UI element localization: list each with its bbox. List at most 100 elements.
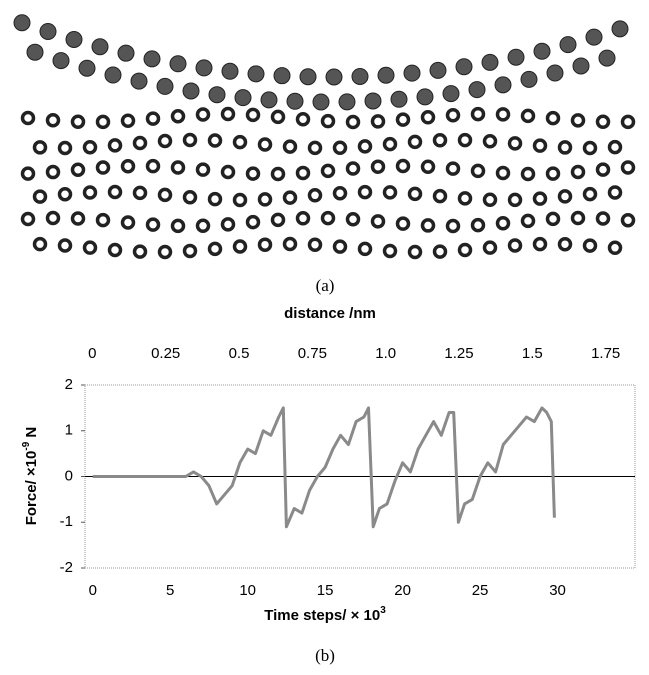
- atom-open: [107, 184, 123, 200]
- atom-open: [32, 236, 48, 252]
- atom-open: [482, 133, 498, 149]
- atom-open: [445, 218, 461, 234]
- atom-open: [157, 244, 173, 260]
- atom-filled: [390, 90, 408, 108]
- y-tick-label: 0: [65, 467, 73, 484]
- atom-open: [620, 213, 636, 228]
- atom-filled: [104, 66, 122, 84]
- atom-open: [495, 165, 511, 181]
- atom-open: [407, 186, 423, 202]
- atom-open: [207, 133, 223, 148]
- atom-open: [357, 184, 373, 200]
- atom-open: [382, 136, 398, 152]
- atom-open: [82, 185, 98, 200]
- atom-filled: [247, 65, 265, 83]
- atom-open: [257, 237, 273, 252]
- atom-open: [120, 113, 136, 128]
- atom-filled: [208, 86, 226, 104]
- atom-filled: [221, 62, 239, 80]
- atom-open: [32, 140, 48, 155]
- atom-open: [282, 236, 298, 252]
- atom-open: [420, 110, 436, 125]
- atom-open: [370, 214, 386, 229]
- atom-filled: [234, 89, 252, 107]
- atom-filled: [442, 85, 460, 103]
- atom-open: [245, 107, 261, 123]
- atom-filled: [13, 14, 31, 32]
- atom-open: [307, 237, 323, 252]
- atom-open: [320, 113, 336, 129]
- atom-open: [395, 112, 411, 127]
- atom-open: [557, 236, 573, 252]
- atom-open: [320, 210, 336, 226]
- atom-open: [545, 110, 561, 126]
- atom-filled: [611, 20, 629, 38]
- atom-open: [220, 164, 236, 180]
- atom-open: [207, 191, 223, 207]
- atom-filled: [572, 57, 590, 75]
- atom-open: [407, 244, 423, 260]
- atom-filled: [429, 61, 447, 79]
- atom-open: [20, 110, 36, 126]
- x-tick-label: 25: [472, 582, 489, 599]
- atom-open: [345, 161, 361, 176]
- atom-open: [170, 108, 186, 124]
- atom-open: [470, 217, 486, 233]
- atom-open: [332, 185, 348, 201]
- atom-diagram: [13, 14, 636, 260]
- atom-open: [457, 132, 473, 148]
- atom-open: [470, 106, 486, 122]
- atom-filled: [377, 66, 395, 84]
- atom-filled: [533, 42, 551, 60]
- atom-open: [607, 139, 623, 155]
- atom-filled: [468, 81, 486, 99]
- atom-open: [582, 238, 598, 253]
- atom-open: [520, 108, 536, 124]
- atom-open: [432, 244, 448, 259]
- atom-open: [132, 185, 148, 201]
- atom-filled: [494, 76, 512, 94]
- atom-open: [370, 159, 386, 174]
- x-tick-label: 15: [317, 582, 334, 599]
- atom-open: [582, 186, 598, 202]
- atom-filled: [273, 67, 291, 85]
- atom-open: [620, 114, 636, 130]
- atom-open: [557, 189, 573, 204]
- atom-open: [20, 211, 36, 227]
- atom-filled: [78, 59, 96, 77]
- atom-open: [595, 114, 611, 130]
- atom-filled: [169, 55, 187, 73]
- atom-open: [145, 217, 161, 232]
- x-axis-title-main: Time steps/ × 10: [264, 607, 380, 624]
- atom-open: [470, 163, 486, 179]
- x2-tick-label: 0.25: [151, 345, 180, 362]
- atom-open: [45, 210, 61, 226]
- atom-open: [582, 140, 598, 156]
- y-axis-title-sup: -9: [21, 441, 32, 450]
- x-tick-label: 20: [394, 582, 411, 599]
- atom-open: [507, 192, 523, 208]
- atom-filled: [65, 30, 83, 48]
- atom-open: [82, 240, 98, 255]
- atom-filled: [286, 92, 304, 110]
- atom-open: [57, 186, 73, 202]
- x2-tick-label: 1.25: [444, 345, 473, 362]
- x2-tick-label: 0: [88, 345, 96, 362]
- atom-open: [220, 217, 236, 232]
- atom-open: [157, 133, 173, 149]
- x2-tick-label: 1.5: [522, 345, 543, 362]
- atom-open: [445, 161, 461, 176]
- atom-filled: [130, 72, 148, 90]
- atom-open: [107, 138, 123, 153]
- atom-open: [345, 211, 361, 227]
- atom-open: [395, 216, 411, 231]
- atom-open: [545, 166, 561, 181]
- atom-open: [57, 238, 73, 253]
- atom-open: [257, 192, 273, 207]
- atom-open: [595, 211, 611, 226]
- atom-filled: [559, 36, 577, 54]
- atom-open: [482, 240, 498, 255]
- atom-open: [420, 159, 436, 174]
- atom-filled: [156, 77, 174, 95]
- atom-open: [420, 218, 436, 233]
